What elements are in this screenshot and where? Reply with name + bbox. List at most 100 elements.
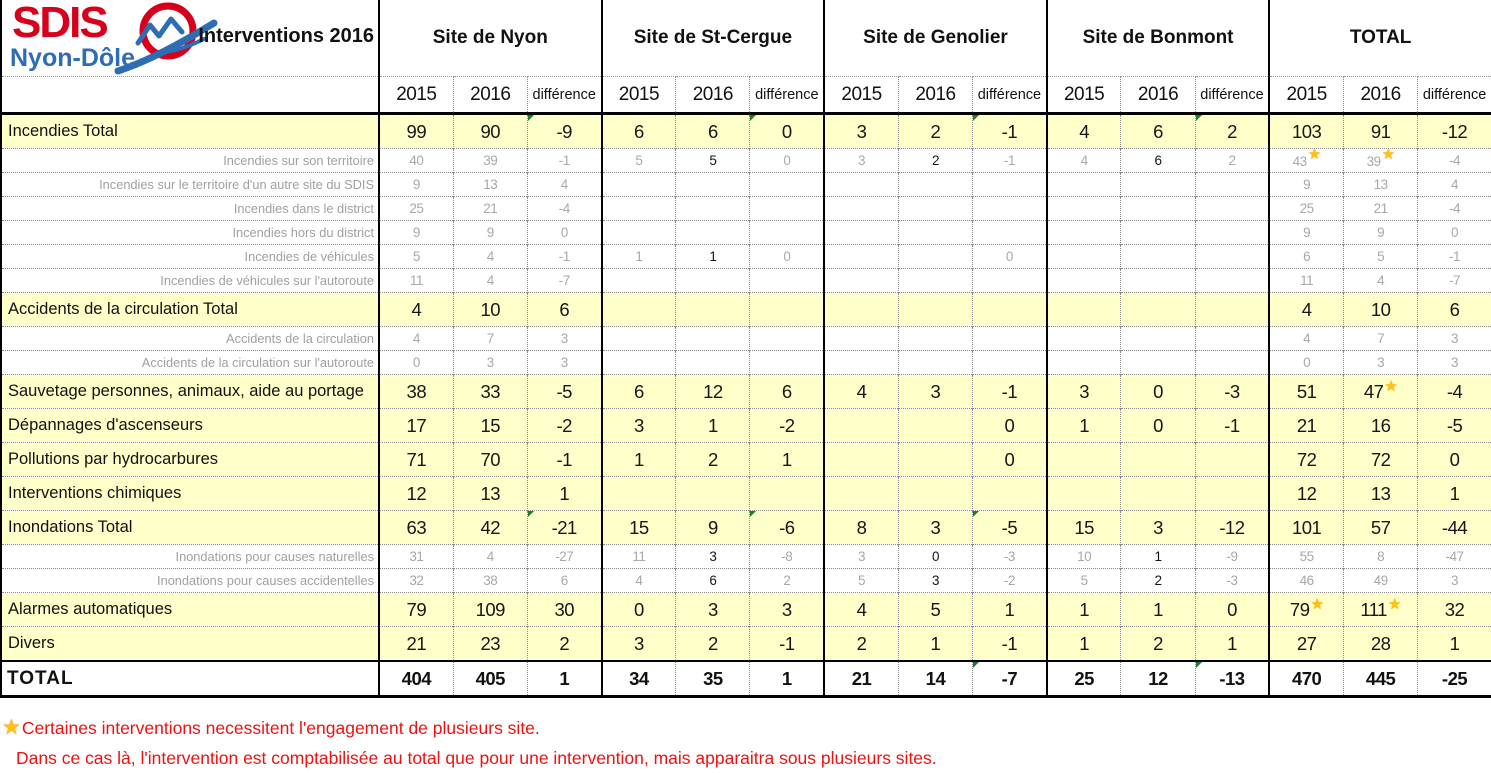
value-cell: 2 bbox=[1194, 148, 1270, 173]
comment-triangle-icon bbox=[750, 511, 757, 517]
value-cell: 5 bbox=[675, 148, 750, 173]
cell-value: -4 bbox=[558, 201, 571, 216]
cell-value: 10 bbox=[1077, 549, 1092, 564]
value-cell: 14 bbox=[897, 660, 973, 698]
cell-value: 3 bbox=[486, 355, 495, 370]
value-cell: 6 bbox=[1268, 244, 1344, 269]
cell-value: 6 bbox=[1153, 120, 1163, 142]
value-cell: 8 bbox=[1343, 544, 1418, 569]
cell-value: 71 bbox=[406, 448, 427, 470]
value-cell: 6 bbox=[675, 113, 750, 149]
value-cell: 2 bbox=[897, 148, 973, 173]
cell-value: 3 bbox=[1451, 573, 1459, 588]
cell-value: 0 bbox=[1004, 414, 1015, 436]
cell-value: 3 bbox=[1079, 380, 1089, 402]
cell-value: 0 bbox=[1153, 380, 1163, 402]
value-cell: 9 bbox=[1268, 172, 1344, 197]
value-cell bbox=[897, 326, 973, 351]
value-cell: 38 bbox=[377, 374, 454, 409]
value-cell: 0 bbox=[749, 148, 825, 173]
year-column-header: 2016 bbox=[897, 76, 973, 115]
value-cell: 404 bbox=[377, 660, 454, 698]
comment-triangle-icon bbox=[1196, 115, 1202, 121]
year-column-header: 2016 bbox=[452, 76, 528, 115]
value-cell bbox=[823, 220, 899, 245]
value-cell: 3 bbox=[600, 408, 676, 443]
value-cell: -12 bbox=[1194, 510, 1270, 545]
cell-value: -9 bbox=[1226, 549, 1238, 564]
table-row: Accidents de la circulation sur l'autoro… bbox=[0, 350, 1491, 375]
cell-value: 4 bbox=[486, 249, 495, 264]
value-cell: 70 bbox=[452, 442, 528, 477]
cell-value: 2 bbox=[559, 632, 570, 654]
value-cell: 3 bbox=[1417, 568, 1491, 593]
cell-value: 38 bbox=[406, 380, 427, 402]
cell-value: 4 bbox=[1080, 153, 1089, 168]
value-cell: 0 bbox=[972, 442, 1047, 477]
value-cell bbox=[749, 476, 825, 511]
cell-value: 3 bbox=[1451, 355, 1459, 370]
cell-value: 57 bbox=[1370, 516, 1391, 538]
cell-value: 1 bbox=[635, 249, 643, 264]
cell-value: 6 bbox=[1303, 249, 1311, 264]
value-cell bbox=[897, 408, 973, 443]
value-cell: 39★ bbox=[1343, 148, 1418, 173]
value-cell: 25 bbox=[1268, 196, 1344, 221]
value-cell: 2 bbox=[897, 113, 973, 149]
value-cell: 3 bbox=[526, 350, 602, 375]
value-cell: 0 bbox=[1120, 408, 1196, 443]
value-cell bbox=[1120, 292, 1196, 327]
cell-value: 15 bbox=[1074, 516, 1094, 538]
cell-value: 6 bbox=[634, 120, 644, 142]
logo-nyon-dole-text: Nyon-Dôle bbox=[10, 44, 135, 72]
value-cell: 0 bbox=[1268, 350, 1344, 375]
value-cell: 72 bbox=[1343, 442, 1418, 477]
sdis-logo-mark-icon bbox=[114, 2, 218, 75]
cell-value: 0 bbox=[1449, 448, 1460, 470]
value-cell: 90 bbox=[452, 113, 528, 149]
value-cell: -5 bbox=[1417, 408, 1491, 443]
value-cell: 2 bbox=[823, 626, 899, 661]
table-row: Inondations pour causes naturelles 31 4 -27… bbox=[0, 544, 1491, 569]
cell-value: 4 bbox=[560, 177, 569, 192]
table-row: TOTAL 404 405 1 34 35 1 21 14 -7 25 12 -13 470 445 -25 bbox=[0, 660, 1491, 698]
value-cell bbox=[1120, 350, 1196, 375]
table-row: Inondations pour causes accidentelles 32 3… bbox=[0, 568, 1491, 593]
value-cell: 13 bbox=[1343, 172, 1418, 197]
value-cell bbox=[897, 350, 973, 375]
cell-value: 5 bbox=[709, 153, 717, 168]
cell-value: -7 bbox=[558, 273, 571, 288]
value-cell: 0 bbox=[972, 408, 1047, 443]
value-cell: 10 bbox=[452, 292, 528, 327]
value-cell bbox=[600, 292, 676, 327]
value-cell: 3 bbox=[452, 350, 528, 375]
cell-value: 11 bbox=[632, 549, 646, 564]
star-icon: ★ bbox=[1387, 595, 1401, 613]
cell-value: 5 bbox=[1377, 249, 1385, 264]
value-cell: 3 bbox=[1417, 350, 1491, 375]
cell-value: 4 bbox=[486, 549, 495, 564]
value-cell: -1 bbox=[972, 626, 1047, 661]
cell-value: 12 bbox=[1296, 482, 1317, 504]
difference-column-header: différence bbox=[972, 76, 1047, 115]
value-cell: 30 bbox=[526, 592, 602, 627]
value-cell: -1 bbox=[972, 113, 1047, 149]
value-cell bbox=[1045, 442, 1121, 477]
value-cell bbox=[972, 220, 1047, 245]
value-cell: 470 bbox=[1268, 660, 1344, 698]
cell-value: 1 bbox=[559, 482, 570, 504]
cell-value: 51 bbox=[1296, 380, 1317, 402]
cell-value: 6 bbox=[707, 120, 718, 142]
value-cell: -47 bbox=[1417, 544, 1491, 569]
row-label: Accidents de la circulation bbox=[0, 326, 380, 351]
value-cell bbox=[823, 196, 899, 221]
value-cell: 8 bbox=[823, 510, 899, 545]
value-cell: 4 bbox=[1045, 113, 1121, 149]
value-cell: 1 bbox=[749, 660, 825, 698]
value-cell: 13 bbox=[452, 172, 528, 197]
value-cell: 13 bbox=[1343, 476, 1418, 511]
cell-value: 2 bbox=[930, 120, 941, 142]
star-icon: ★ bbox=[1307, 148, 1321, 163]
value-cell bbox=[1045, 350, 1121, 375]
cell-value: 2 bbox=[1153, 632, 1163, 654]
